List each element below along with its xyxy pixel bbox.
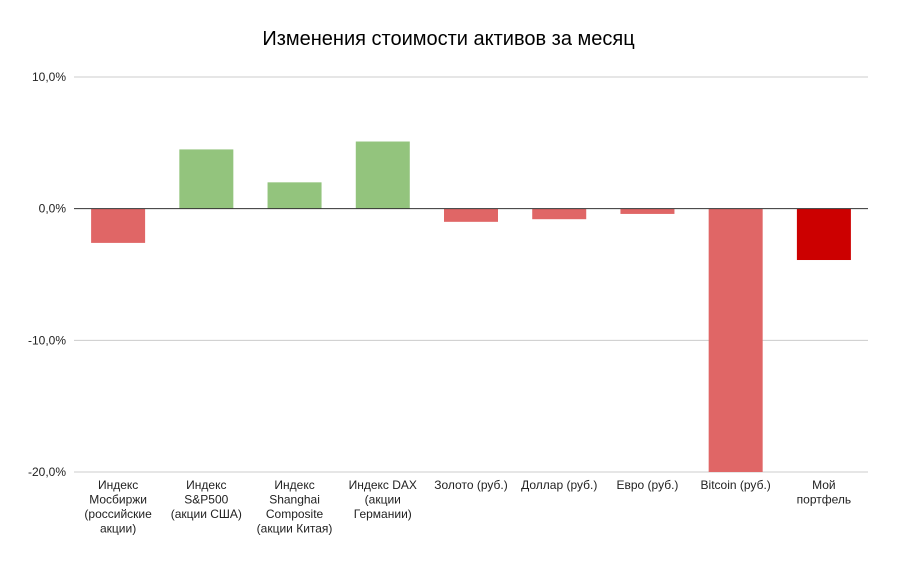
bar	[620, 208, 675, 214]
x-category-label-line: Composite	[266, 507, 324, 521]
x-category-label-line: Германии)	[354, 507, 412, 521]
x-category-label-line: Индекс	[98, 478, 138, 492]
x-category-label-line: (российские	[84, 507, 152, 521]
x-category-label-line: Доллар (руб.)	[521, 478, 597, 492]
bar	[267, 182, 322, 209]
x-category-label-line: (акции США)	[171, 507, 242, 521]
x-category-label-line: S&P500	[184, 493, 228, 507]
bar	[91, 208, 146, 243]
bar	[355, 141, 410, 209]
x-category-label-line: Индекс DAX	[349, 478, 417, 492]
x-category-label-line: Shanghai	[269, 493, 320, 507]
x-category-label-line: Золото (руб.)	[434, 478, 507, 492]
y-tick-label: 10,0%	[32, 70, 66, 84]
bar	[532, 208, 587, 220]
x-category-label-line: Индекс	[274, 478, 314, 492]
bar	[444, 208, 498, 222]
x-category-label-line: Мосбиржи	[89, 493, 147, 507]
bar	[796, 208, 851, 261]
chart-title: Изменения стоимости активов за месяц	[262, 28, 635, 50]
bar-layer	[91, 141, 851, 472]
x-category-label: Индекс S&P500 (акции США)	[171, 478, 242, 521]
x-category-label-line: Мой	[812, 478, 836, 492]
bar	[708, 208, 763, 472]
x-category-label-line: акции)	[100, 522, 136, 536]
x-category-label: Евро (руб.)	[616, 478, 678, 492]
x-category-label: Индекс Мосбиржи (российские акции)	[84, 478, 152, 536]
y-tick-label: 0,0%	[39, 202, 67, 216]
label-layer: 10,0%0,0%-10,0%-20,0%Индекс Мосбиржи (росс…	[28, 70, 851, 536]
x-category-label: Золото (руб.)	[434, 478, 507, 492]
x-category-label: Индекс Shanghai Composite (акции Китая)	[257, 478, 333, 536]
x-category-label-line: Евро (руб.)	[616, 478, 678, 492]
x-category-label-line: Bitcoin (руб.)	[701, 478, 771, 492]
x-category-label: Мой портфель	[797, 478, 851, 507]
x-category-label: Доллар (руб.)	[521, 478, 597, 492]
x-category-label-line: портфель	[797, 493, 851, 507]
x-category-label: Индекс DAX (акции Германии)	[349, 478, 417, 521]
y-tick-label: -20,0%	[28, 465, 66, 479]
x-category-label-line: (акции	[365, 493, 401, 507]
x-category-label: Bitcoin (руб.)	[701, 478, 771, 492]
x-category-label-line: (акции Китая)	[257, 522, 333, 536]
x-category-label-line: Индекс	[186, 478, 226, 492]
y-tick-label: -10,0%	[28, 333, 66, 347]
bar	[179, 149, 234, 209]
